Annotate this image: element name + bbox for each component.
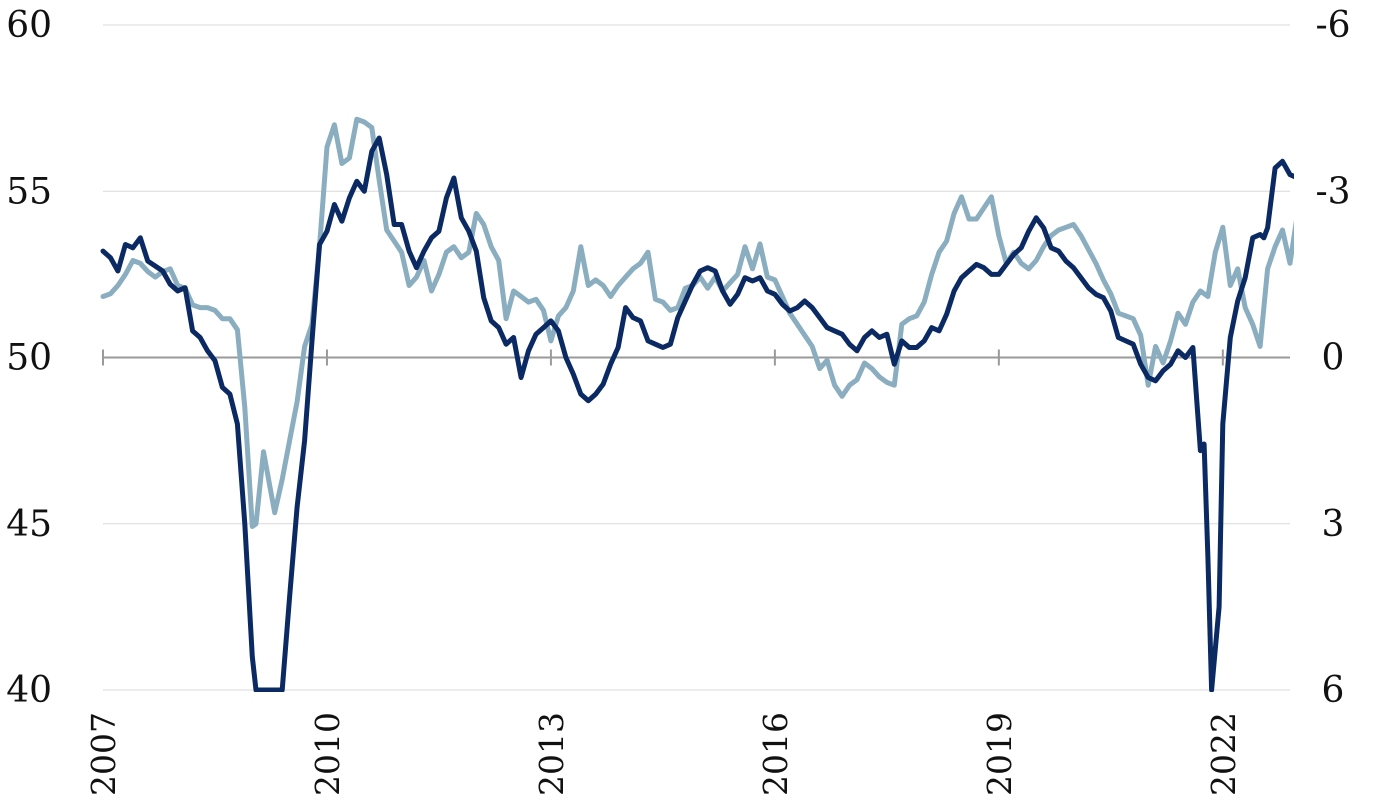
x-tick-label: 2010 — [308, 712, 347, 796]
x-tick-label: 2019 — [980, 712, 1019, 796]
left-tick-label: 40 — [6, 670, 52, 711]
left-tick-label: 50 — [6, 338, 52, 379]
right-tick-label: -6 — [1315, 5, 1350, 46]
x-tick-label: 2022 — [1204, 712, 1243, 796]
axis-labels: 60 -6 55 -3 50 0 45 3 40 6 2007 2010 2013 2016 2019 202… — [6, 5, 1350, 796]
right-tick-label: -3 — [1315, 171, 1350, 212]
left-tick-label: 60 — [6, 5, 52, 46]
x-tick-label: 2016 — [756, 712, 795, 796]
left-tick-label: 45 — [6, 504, 52, 545]
gridlines — [103, 24, 1290, 691]
series-line-light-blue — [100, 116, 1294, 529]
right-tick-label: 0 — [1322, 338, 1345, 379]
series-lines — [100, 116, 1294, 692]
right-tick-label: 3 — [1322, 504, 1345, 545]
x-tick-label: 2007 — [84, 712, 123, 796]
x-tick-label: 2013 — [532, 712, 571, 796]
right-tick-label: 6 — [1322, 670, 1345, 711]
left-tick-label: 55 — [6, 171, 52, 212]
series-line-dark-navy — [100, 135, 1294, 692]
axis-ticks — [102, 349, 1224, 366]
